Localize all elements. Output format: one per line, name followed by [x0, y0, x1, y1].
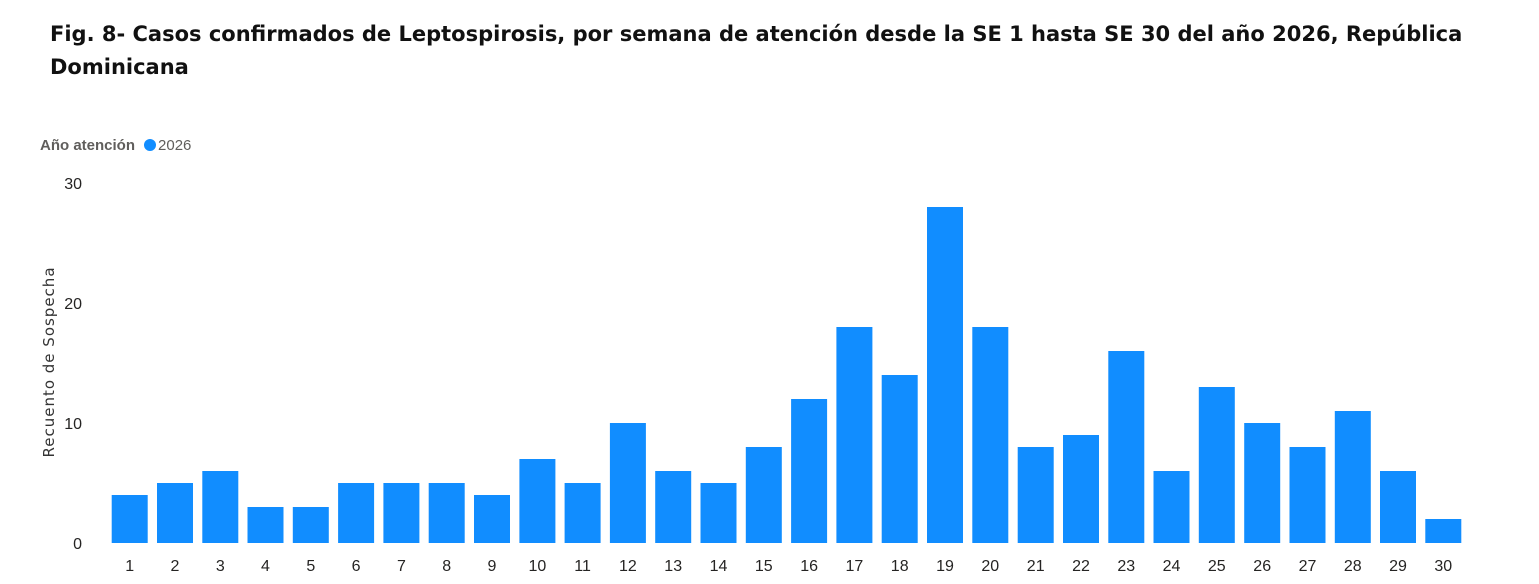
x-tick-label: 25 [1208, 558, 1226, 575]
x-tick-label: 6 [352, 558, 361, 575]
x-tick-label: 7 [397, 558, 406, 575]
bar-week-13[interactable] [655, 471, 692, 543]
bar-week-22[interactable] [1063, 435, 1099, 543]
bar-week-3[interactable] [202, 471, 239, 543]
bar-week-30[interactable] [1425, 519, 1462, 543]
legend-label-2026: 2026 [158, 136, 192, 154]
x-tick-label: 17 [846, 558, 864, 575]
x-tick-label: 27 [1299, 558, 1317, 575]
x-tick-label: 29 [1389, 558, 1407, 575]
bar-week-20[interactable] [972, 327, 1009, 543]
bar-week-11[interactable] [564, 483, 601, 543]
x-tick-label: 3 [216, 558, 225, 575]
x-axis-ticks: 1 2 3 4 5 6 7 8 9 10 11 12 13 14 15 16 17 18 19 20 21 22 23 24 2… [125, 558, 1452, 575]
y-tick-label: 30 [64, 176, 82, 193]
bar-week-27[interactable] [1289, 447, 1326, 543]
bar-week-26[interactable] [1244, 423, 1281, 543]
bars-series-2026 [111, 207, 1462, 543]
bar-week-23[interactable] [1108, 351, 1145, 543]
bar-week-9[interactable] [474, 495, 510, 543]
legend: Año atención 2026 [40, 135, 191, 155]
x-tick-label: 9 [488, 558, 497, 575]
bar-week-14[interactable] [700, 483, 737, 543]
x-tick-label: 19 [936, 558, 954, 575]
x-tick-label: 18 [891, 558, 909, 575]
legend-marker-2026 [144, 139, 157, 151]
x-tick-label: 20 [981, 558, 999, 575]
y-axis-title: Recuento de Sospecha [40, 266, 58, 457]
y-tick-label: 0 [73, 536, 82, 553]
x-tick-label: 11 [574, 558, 591, 575]
x-tick-label: 5 [306, 558, 315, 575]
x-tick-label: 22 [1072, 558, 1090, 575]
bar-week-21[interactable] [1017, 447, 1054, 543]
bar-week-7[interactable] [383, 483, 420, 543]
x-tick-label: 15 [755, 558, 773, 575]
x-tick-label: 23 [1117, 558, 1135, 575]
legend-title: Año atención [40, 136, 136, 154]
x-tick-label: 10 [529, 558, 547, 575]
bar-week-12[interactable] [609, 423, 646, 543]
x-tick-label: 26 [1253, 558, 1271, 575]
x-tick-label: 2 [171, 558, 180, 575]
bar-week-4[interactable] [247, 507, 284, 543]
bar-week-5[interactable] [292, 507, 329, 543]
bar-week-15[interactable] [745, 447, 782, 543]
x-tick-label: 1 [125, 558, 134, 575]
x-tick-label: 21 [1027, 558, 1045, 575]
bar-week-16[interactable] [791, 399, 828, 543]
bar-week-2[interactable] [157, 483, 193, 543]
bar-week-18[interactable] [881, 375, 918, 543]
x-tick-label: 24 [1163, 558, 1181, 575]
x-tick-label: 28 [1344, 558, 1362, 575]
bar-week-6[interactable] [338, 483, 375, 543]
bar-week-29[interactable] [1380, 471, 1416, 543]
page-title: Fig. 8- Casos confirmados de Leptospiros… [50, 22, 1463, 79]
x-tick-label: 13 [664, 558, 682, 575]
x-tick-label: 16 [800, 558, 818, 575]
x-tick-label: 8 [442, 558, 451, 575]
y-axis-ticks: 0 10 20 30 [64, 176, 82, 553]
x-tick-label: 4 [261, 558, 270, 575]
x-tick-label: 14 [710, 558, 728, 575]
x-tick-label: 30 [1434, 558, 1452, 575]
bar-week-25[interactable] [1198, 387, 1235, 543]
bar-week-19[interactable] [927, 207, 963, 543]
y-tick-label: 10 [64, 416, 82, 433]
bar-week-1[interactable] [111, 495, 148, 543]
x-tick-label: 12 [619, 558, 637, 575]
bar-week-17[interactable] [836, 327, 873, 543]
y-tick-label: 20 [64, 296, 82, 313]
bar-week-8[interactable] [428, 483, 465, 543]
bar-week-10[interactable] [519, 459, 556, 543]
bar-week-24[interactable] [1153, 471, 1190, 543]
bar-week-28[interactable] [1334, 411, 1371, 543]
